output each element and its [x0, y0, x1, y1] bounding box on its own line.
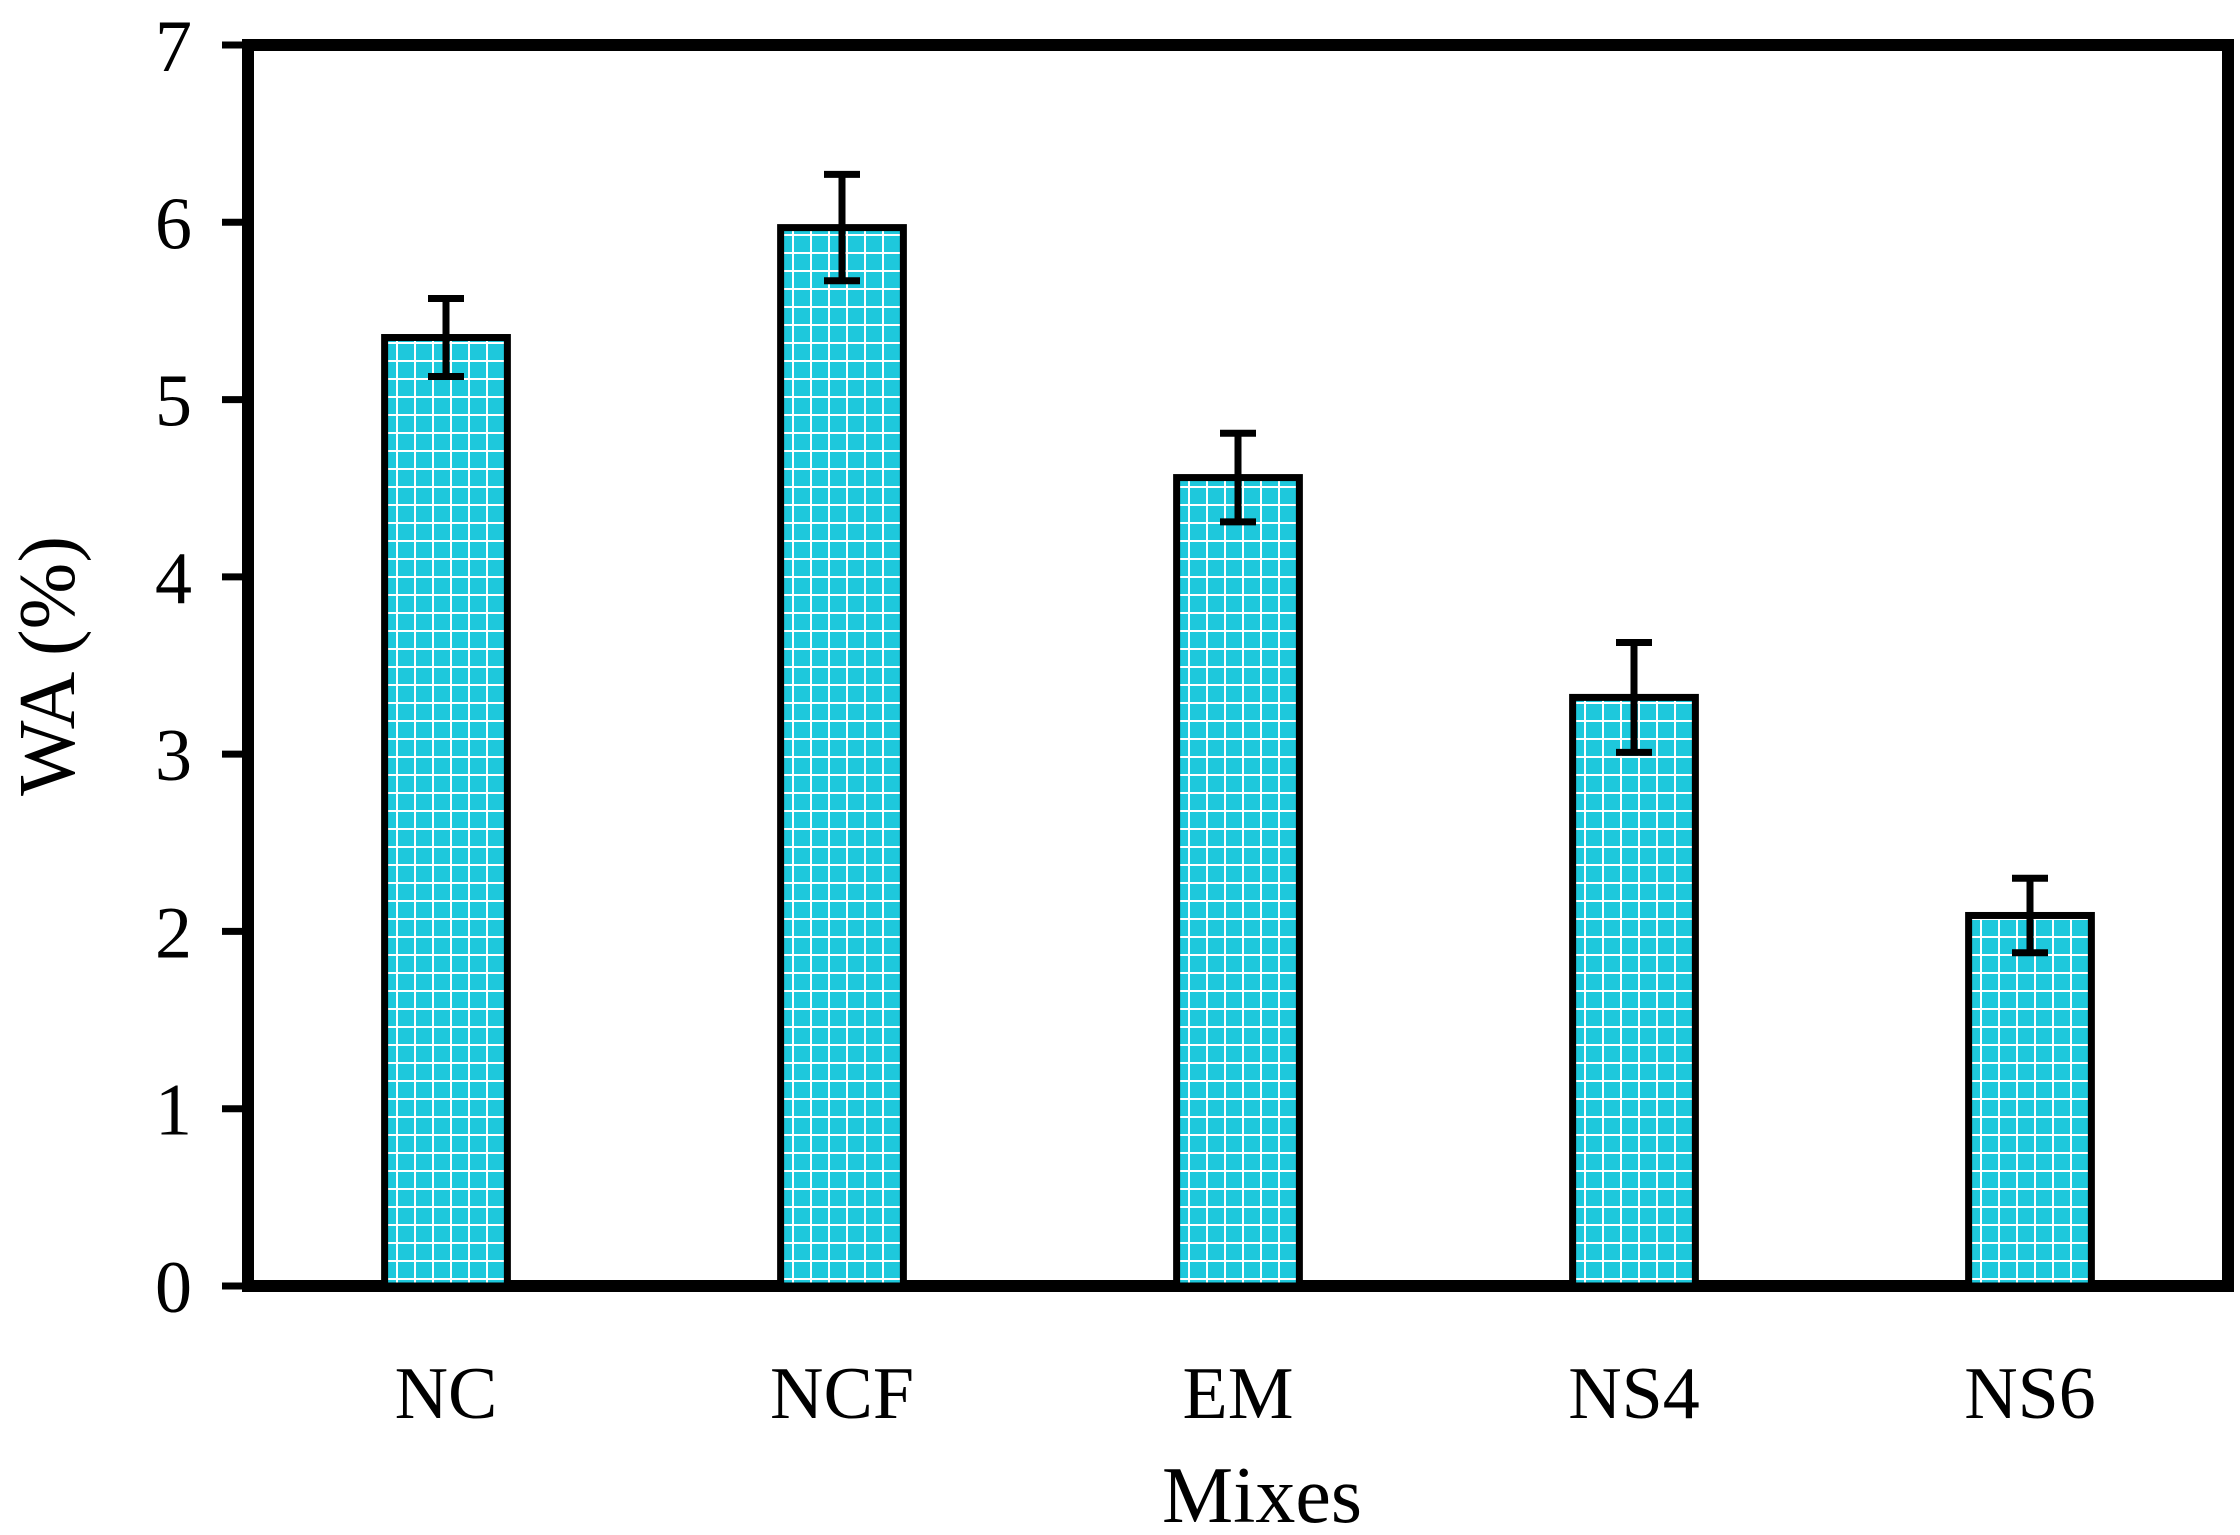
y-tick-label: 4: [155, 538, 192, 620]
error-bar-nc: [428, 295, 464, 381]
x-tick-label: NS6: [1964, 1353, 2096, 1435]
y-tick-label: 1: [155, 1070, 192, 1152]
y-axis-title: WA (%): [4, 536, 92, 796]
y-tick-label: 6: [155, 183, 192, 265]
y-tick-label: 7: [155, 6, 192, 88]
bar-nc: [381, 334, 511, 1290]
error-bar-ncf: [824, 170, 860, 285]
bar-ns6: [1965, 911, 2095, 1290]
x-tick-label: NCF: [770, 1353, 914, 1435]
x-tick-label: NC: [395, 1353, 498, 1435]
y-tick-label: 0: [155, 1247, 192, 1329]
error-bar-em: [1220, 429, 1256, 526]
y-tick-label: 3: [155, 715, 192, 797]
error-bar-ns6: [2012, 874, 2048, 957]
y-tick-label: 2: [155, 892, 192, 974]
x-axis: NC NCF EM NS4 NS6: [395, 1353, 2096, 1435]
x-tick-label: NS4: [1568, 1353, 1700, 1435]
y-axis: 0 1 2 3 4 5 6 7: [155, 6, 248, 1329]
bar-ncf: [777, 224, 907, 1290]
error-bar-ns4: [1616, 638, 1652, 756]
y-tick-label: 5: [155, 361, 192, 443]
bar-em: [1173, 474, 1303, 1290]
x-axis-title: Mixes: [1162, 1452, 1362, 1535]
x-tick-label: EM: [1183, 1353, 1294, 1435]
bar-ns4: [1569, 693, 1699, 1290]
bars-layer: [381, 170, 2095, 1290]
